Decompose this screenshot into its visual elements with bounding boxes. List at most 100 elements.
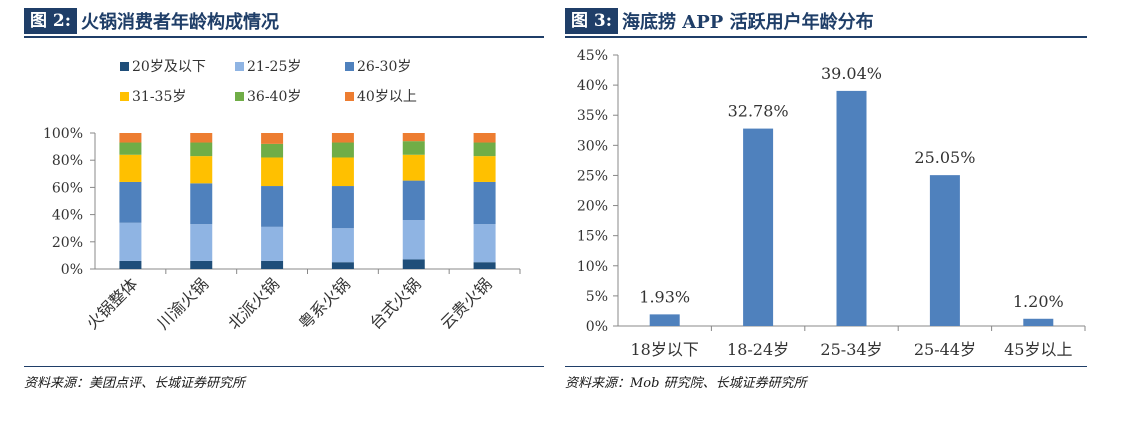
bar-segment [402,259,425,269]
bar-segment [331,133,354,143]
bar-segment [331,262,354,269]
bar-segment [261,186,284,227]
figure-2-source: 资料来源：美团点评、长城证券研究所 [24,376,246,391]
figure-2-header: 图 2: 火锅消费者年龄构成情况 [24,8,279,34]
figure-2-title: 火锅消费者年龄构成情况 [81,12,280,33]
x-tick-label: 45岁以上 [1004,340,1072,359]
figure-3-header-rule [565,36,1087,38]
bar-segment [473,224,496,263]
figure-3-header: 图 3: 海底捞 APP 活跃用户年龄分布 [565,8,874,34]
data-label: 25.05% [914,148,975,167]
bar-segment [402,220,425,260]
legend-swatch [235,92,244,101]
y-tick-label: 5% [586,289,608,305]
y-tick-label: 0% [61,262,83,278]
bar-segment [190,133,213,143]
bar-segment [473,133,496,143]
x-tick-label: 粤系火锅 [295,274,354,333]
bar-chart: 0% 5% 10% 15% 20% 25% 30% 35% 40% 45% 1.93% 18岁以下 32… [577,48,1086,359]
bar-segment [119,260,142,269]
legend-label: 20岁及以下 [132,59,206,75]
x-tick-label: 台式火锅 [366,274,425,333]
y-tick-label: 25% [577,168,608,184]
bar [743,128,774,326]
bar-segment [261,133,284,144]
x-tick-label: 25-34岁 [820,340,882,359]
figure-3-label: 图 3: [565,8,619,34]
legend-swatch [345,92,354,101]
data-label: 1.20% [1013,292,1064,311]
bar-segment [261,260,284,269]
bar-segment [331,228,354,263]
bar-segment [402,141,425,155]
figure-3-panel: 图 3: 海底捞 APP 活跃用户年龄分布 0% 5% 10% 15% 20% 25% 30… [565,0,1130,432]
x-tick-label: 云贵火锅 [437,274,496,333]
y-tick-label: 20% [577,199,608,215]
bar-segment [190,224,213,261]
y-tick-label: 40% [577,78,608,94]
bar-segment [331,186,354,229]
bar-segment [119,154,142,182]
x-tick-label: 18岁以下 [631,340,699,359]
y-tick-label: 10% [577,259,608,275]
data-label: 1.93% [639,287,690,306]
figure-3-source: 资料来源：Mob 研究院、长城证券研究所 [565,376,807,391]
bar-segment [331,142,354,158]
legend-swatch [120,62,129,71]
bar [836,90,867,326]
bar-segment [190,183,213,225]
bar-segment [119,181,142,223]
figure-2-bottom-rule [24,366,544,367]
data-label: 32.78% [728,102,789,121]
bar-segment [331,157,354,187]
bar [1023,318,1054,326]
y-tick-label: 20% [52,235,83,251]
legend-label: 21-25岁 [247,59,301,75]
bar-segment [473,142,496,157]
stacked-bar-chart: 20岁及以下 21-25岁 26-30岁 31-35岁 36-40岁 40岁以上 0% 20%… [43,59,521,333]
legend-swatch [120,92,129,101]
bar-segment [473,262,496,269]
figure-2-header-rule [24,36,544,38]
bar-segment [402,133,425,142]
bar [649,314,680,326]
x-tick-label: 北派火锅 [224,274,283,333]
legend-label: 40岁以上 [357,89,417,105]
y-tick-label: 100% [43,126,83,142]
y-tick-label: 60% [52,180,83,196]
figure-2-panel: 图 2: 火锅消费者年龄构成情况 20岁及以下 21-25岁 26-30岁 31-35… [24,8,544,391]
bar-segment [402,154,425,181]
bar-segment [473,156,496,182]
bar-segment [190,156,213,184]
figure-3-bottom-rule [565,366,1087,367]
bar-segment [190,260,213,269]
y-tick-label: 15% [577,229,608,245]
y-tick-label: 40% [52,208,83,224]
y-tick-label: 30% [577,138,608,154]
y-tick-label: 80% [52,153,83,169]
figure-3-title: 海底捞 APP 活跃用户年龄分布 [622,12,874,33]
bar-segment [473,181,496,225]
x-tick-label: 25-44岁 [914,340,976,359]
bar-segment [261,226,284,261]
bar-segment [261,157,284,187]
bar-segment [261,143,284,158]
bar-segment [402,180,425,221]
bar [929,175,960,326]
y-tick-label: 45% [577,48,608,64]
bar-segment [119,142,142,155]
x-tick-label: 火锅整体 [83,274,142,333]
data-label: 39.04% [821,64,882,83]
figure-2-label: 图 2: [24,8,78,34]
x-tick-label: 川渝火锅 [153,274,212,333]
y-tick-label: 35% [577,108,608,124]
legend-swatch [235,62,244,71]
legend-swatch [345,62,354,71]
x-tick-label: 18-24岁 [727,340,789,359]
bar-segment [119,133,142,143]
y-tick-label: 0% [586,319,608,335]
legend-label: 31-35岁 [132,89,186,105]
bar-segment [190,142,213,157]
legend-label: 26-30岁 [357,59,411,75]
bar-segment [119,222,142,261]
